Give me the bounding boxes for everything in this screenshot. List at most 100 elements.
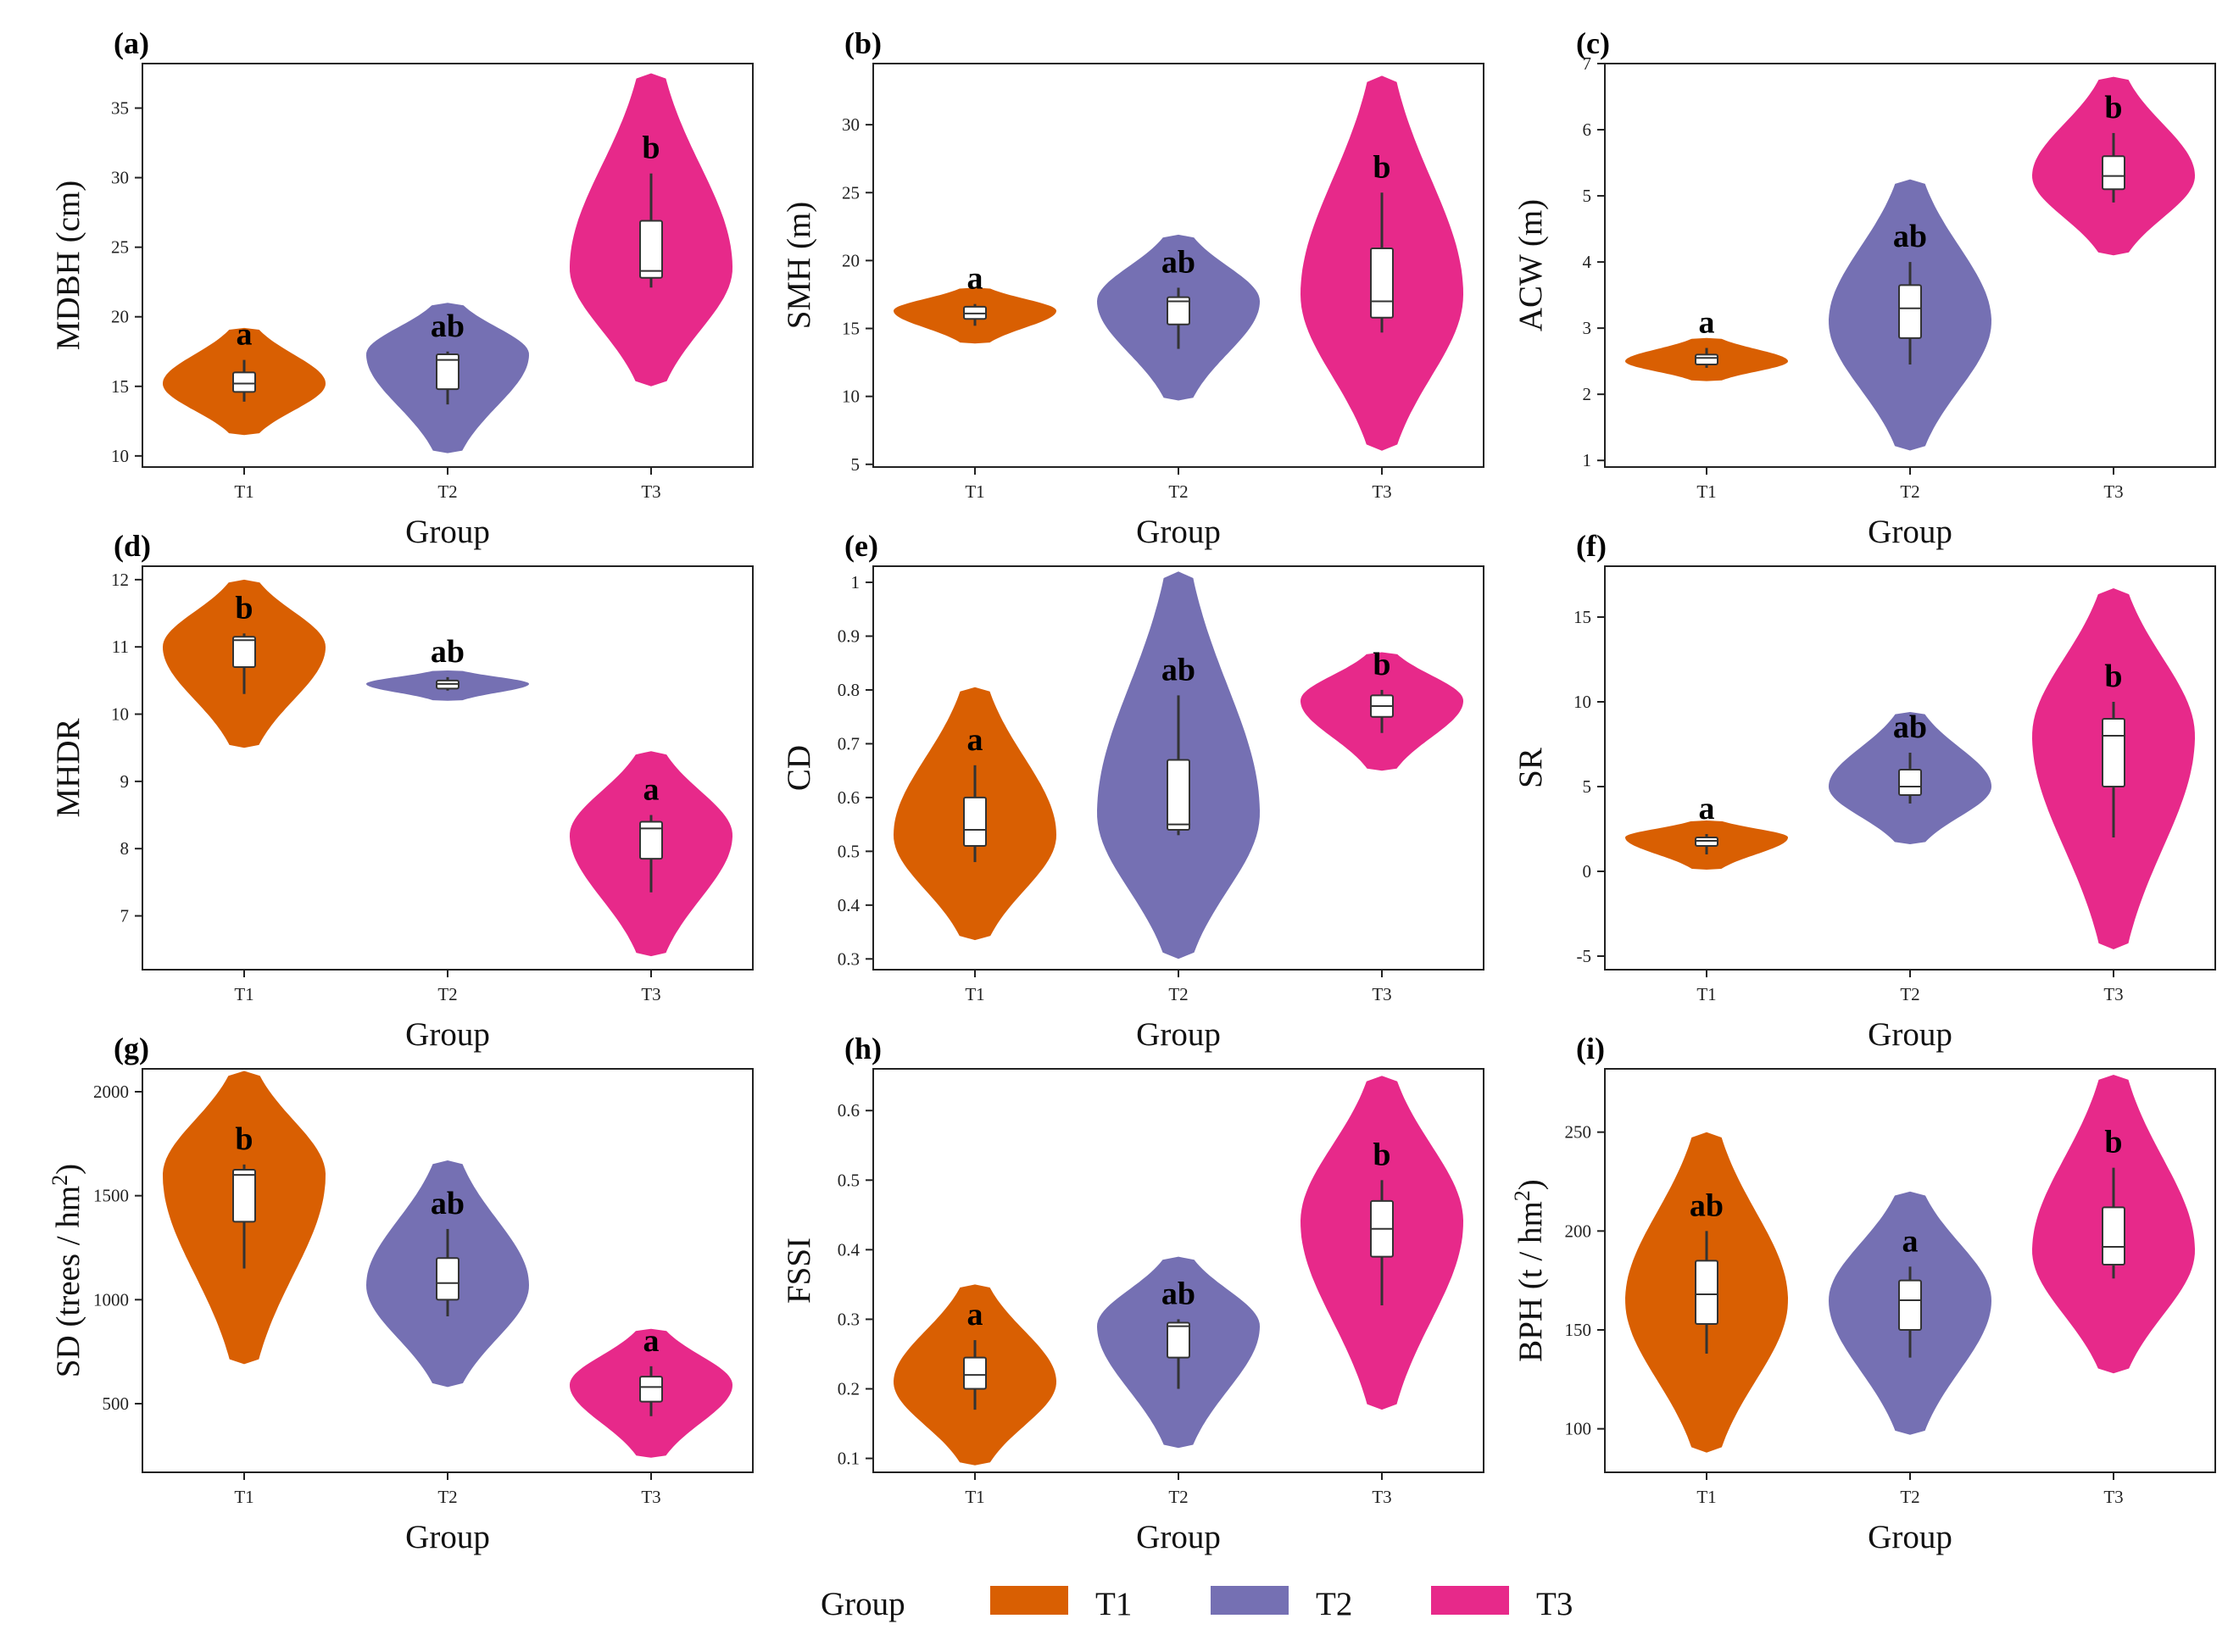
x-tick-label-t3: T3 bbox=[1372, 481, 1391, 502]
y-tick-label: 20 bbox=[111, 307, 129, 327]
box-t3 bbox=[2102, 718, 2125, 787]
y-tick-label: 4 bbox=[1583, 252, 1592, 272]
y-tick-label: 0.6 bbox=[838, 1100, 860, 1121]
y-tick-label: 3 bbox=[1583, 318, 1592, 338]
sig-letter-t3: b bbox=[642, 131, 660, 166]
sig-letter-t2: ab bbox=[1893, 219, 1927, 254]
box-t1 bbox=[963, 796, 987, 848]
x-tick-label-t1: T1 bbox=[965, 481, 984, 502]
x-tick-label-t2: T2 bbox=[437, 984, 457, 1004]
sig-letter-t3: b bbox=[1373, 149, 1390, 185]
y-tick-label: 10 bbox=[842, 387, 860, 407]
y-axis-title: MDBH (cm) bbox=[50, 181, 86, 350]
x-axis-title: Group bbox=[1136, 1016, 1221, 1053]
y-tick-label: 5 bbox=[1583, 186, 1592, 206]
y-axis-title-superscript: 2 bbox=[1510, 1190, 1534, 1201]
sig-letter-t3: b bbox=[2104, 1125, 2122, 1160]
panel-e: (e) 0.3 0.4 0.5 0.6 0.7 0.8 0.9 1 CD Group T1 a T2 ab T… bbox=[781, 529, 1484, 1053]
legend-label-t3: T3 bbox=[1536, 1586, 1573, 1622]
y-tick-label: 0.1 bbox=[838, 1449, 860, 1469]
sig-letter-t2: ab bbox=[1161, 244, 1195, 280]
x-axis-title: Group bbox=[1868, 1016, 1952, 1053]
panel-b: (b) 5 10 15 20 25 30 SMH (m) Group T1 a T2 ab T3 b bbox=[781, 26, 1484, 550]
y-tick-label: 15 bbox=[111, 376, 129, 397]
sig-letter-t1: a bbox=[1699, 305, 1715, 341]
x-tick-label-t2: T2 bbox=[1168, 481, 1188, 502]
y-tick-label: 0.3 bbox=[838, 1309, 860, 1329]
y-axis-title: ACW (m) bbox=[1512, 199, 1549, 331]
y-axis-title: SMH (m) bbox=[781, 202, 817, 330]
box-t2 bbox=[1167, 759, 1190, 831]
box-t2 bbox=[436, 1257, 459, 1301]
panel-h: (h) 0.1 0.2 0.3 0.4 0.5 0.6 FSSI Group T1 a T2 ab T3 b bbox=[781, 1032, 1484, 1555]
y-tick-label: 0.9 bbox=[838, 626, 860, 647]
y-tick-label: 35 bbox=[111, 98, 129, 119]
y-tick-label: 250 bbox=[1565, 1122, 1592, 1143]
y-tick-label: 11 bbox=[112, 637, 129, 657]
panel-label: (a) bbox=[114, 26, 149, 60]
box-t2 bbox=[1167, 1321, 1190, 1359]
box-t1 bbox=[232, 371, 256, 393]
x-axis-title: Group bbox=[405, 514, 490, 550]
y-tick-label: 5 bbox=[851, 454, 861, 475]
sig-letter-t3: b bbox=[1373, 1137, 1390, 1172]
y-axis-title-superscript: 2 bbox=[47, 1175, 72, 1186]
panel-label: (c) bbox=[1576, 26, 1610, 60]
x-tick-label-t3: T3 bbox=[1372, 984, 1391, 1004]
y-tick-label: 7 bbox=[120, 906, 130, 926]
panel-c: (c) 1 2 3 4 5 6 7 ACW (m) Group T1 a T2 ab T3 b bbox=[1512, 26, 2216, 550]
x-tick-label-t2: T2 bbox=[1168, 984, 1188, 1004]
panel-label: (f) bbox=[1576, 529, 1607, 563]
legend-label-t2: T2 bbox=[1316, 1586, 1352, 1622]
x-tick-label-t2: T2 bbox=[1900, 984, 1919, 1004]
panel-f: (f) -5 0 5 10 15 SR Group T1 a T2 ab T3 b bbox=[1512, 529, 2216, 1053]
y-tick-label: 25 bbox=[842, 182, 860, 203]
box-t2 bbox=[1898, 284, 1922, 339]
x-tick-label-t1: T1 bbox=[1696, 481, 1716, 502]
y-tick-label: 1500 bbox=[93, 1186, 129, 1206]
sig-letter-t3: b bbox=[1373, 647, 1390, 682]
y-tick-label: 10 bbox=[1573, 692, 1591, 712]
x-tick-label-t2: T2 bbox=[1900, 1487, 1919, 1507]
legend-swatch-t2 bbox=[1211, 1586, 1289, 1615]
sig-letter-t1: a bbox=[967, 261, 983, 297]
x-tick-label-t2: T2 bbox=[437, 481, 457, 502]
box-t3 bbox=[639, 1376, 663, 1403]
x-tick-label-t3: T3 bbox=[1372, 1487, 1391, 1507]
y-tick-label: 2000 bbox=[93, 1082, 129, 1102]
sig-letter-t1: a bbox=[237, 317, 253, 353]
x-axis-title: Group bbox=[1868, 514, 1952, 550]
panel-label: (d) bbox=[114, 529, 151, 563]
sig-letter-t1: a bbox=[967, 1297, 983, 1332]
box-t3 bbox=[1370, 247, 1394, 319]
x-tick-label-t3: T3 bbox=[641, 481, 660, 502]
x-tick-label-t1: T1 bbox=[965, 984, 984, 1004]
sig-letter-t2: ab bbox=[1161, 652, 1195, 687]
y-tick-label: 1 bbox=[851, 572, 861, 592]
x-tick-label-t3: T3 bbox=[641, 1487, 660, 1507]
box-t3 bbox=[2102, 1206, 2125, 1266]
sig-letter-t2: a bbox=[1902, 1223, 1919, 1259]
y-axis-title: FSSI bbox=[781, 1238, 817, 1304]
y-axis-title-tail: ) bbox=[50, 1164, 86, 1175]
y-axis-title: CD bbox=[781, 745, 817, 791]
sig-letter-t2: ab bbox=[431, 309, 465, 344]
y-tick-label: 6 bbox=[1583, 120, 1592, 140]
y-axis-title: BPH (t / hm2) bbox=[1510, 1179, 1550, 1362]
y-axis-title: SD (trees / hm2) bbox=[47, 1164, 87, 1377]
x-tick-label-t1: T1 bbox=[234, 1487, 253, 1507]
x-axis-title: Group bbox=[405, 1519, 490, 1555]
box-t2 bbox=[1167, 296, 1190, 325]
y-tick-label: 0.5 bbox=[838, 841, 860, 861]
y-axis-title-tail: ) bbox=[1512, 1179, 1549, 1190]
y-tick-label: 5 bbox=[1583, 776, 1592, 797]
y-tick-label: 8 bbox=[120, 838, 130, 859]
box-t2 bbox=[436, 353, 459, 391]
sig-letter-t1: b bbox=[235, 1121, 253, 1157]
legend-label-t1: T1 bbox=[1095, 1586, 1132, 1622]
x-axis-title: Group bbox=[1136, 514, 1221, 550]
y-tick-label: 100 bbox=[1565, 1419, 1592, 1439]
